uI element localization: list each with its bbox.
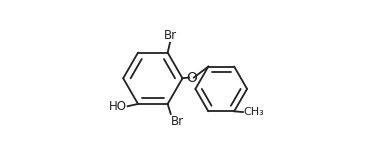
Text: Br: Br [164, 29, 177, 42]
Text: CH₃: CH₃ [244, 107, 265, 117]
Text: O: O [186, 71, 197, 85]
Text: Br: Br [171, 115, 184, 128]
Text: HO: HO [109, 100, 127, 113]
